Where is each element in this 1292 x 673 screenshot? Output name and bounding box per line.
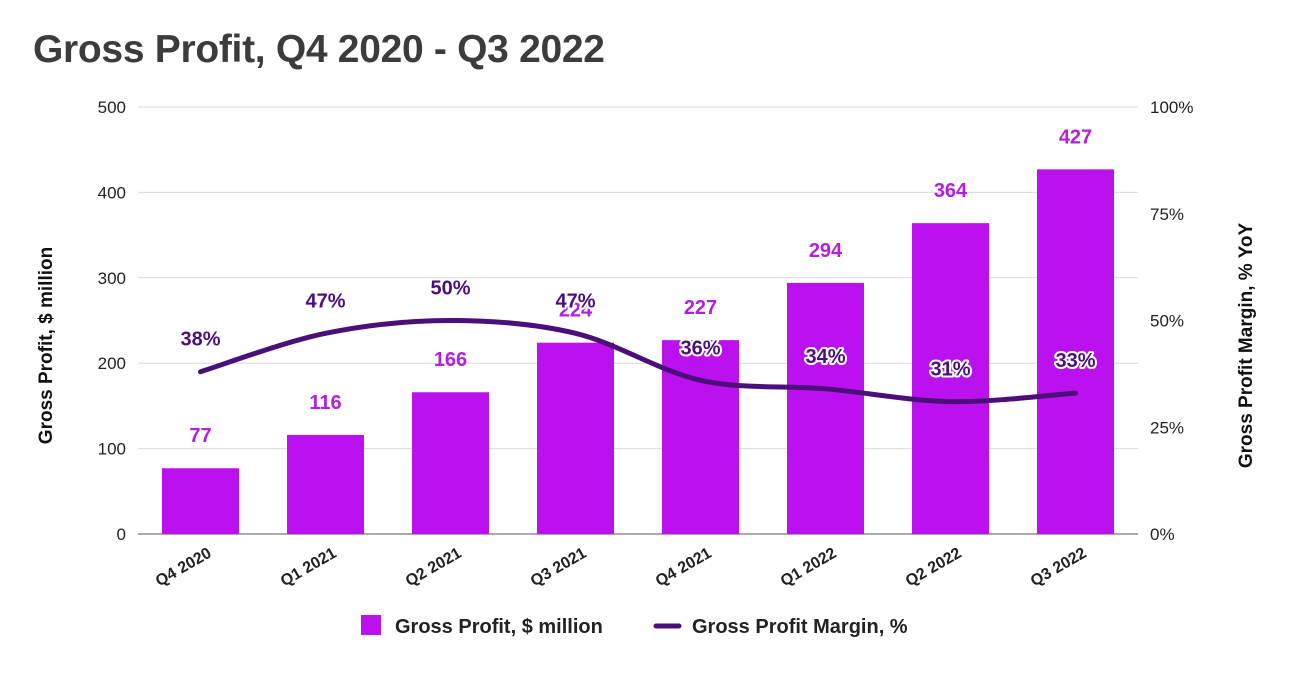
bar-value-label: 166 bbox=[434, 349, 467, 371]
bar-value-label: 224 bbox=[559, 300, 593, 322]
y-axis-title: Gross Profit, $ million bbox=[36, 247, 57, 444]
bar bbox=[287, 434, 364, 534]
data-labels: 77 116 166 224 227 294 364 427 38% 47% 50% 47% 36% 34… bbox=[178, 126, 1097, 447]
line-value-label: 36% bbox=[680, 337, 720, 359]
bar bbox=[787, 282, 864, 534]
legend-label-bar: Gross Profit, $ million bbox=[395, 616, 603, 638]
legend: Gross Profit, $ million Gross Profit Marg… bbox=[361, 615, 908, 638]
x-tick-label: Q3 2021 bbox=[528, 545, 590, 590]
y2-tick-label: 75% bbox=[1150, 205, 1184, 224]
line-value-label: 33% bbox=[1055, 350, 1095, 372]
x-tick-label: Q4 2021 bbox=[653, 545, 715, 590]
y-tick-label: 500 bbox=[98, 98, 126, 117]
y2-tick-label: 100% bbox=[1150, 98, 1193, 117]
line-value-label: 47% bbox=[305, 290, 345, 312]
y2-tick-label: 0% bbox=[1150, 525, 1175, 544]
x-tick-label: Q2 2022 bbox=[903, 545, 965, 590]
bar bbox=[662, 340, 739, 534]
chart-title: Gross Profit, Q4 2020 - Q3 2022 bbox=[33, 28, 605, 71]
line-value-label: 31% bbox=[930, 359, 970, 381]
x-tick-label: Q4 2020 bbox=[153, 545, 215, 590]
bar-value-label: 427 bbox=[1059, 126, 1092, 148]
line-value-label: 34% bbox=[805, 346, 845, 368]
y2-tick-label: 25% bbox=[1150, 418, 1184, 437]
line-value-label: 38% bbox=[180, 329, 220, 351]
bars bbox=[162, 169, 1114, 535]
bar bbox=[537, 342, 614, 534]
y-tick-label: 100 bbox=[98, 440, 126, 459]
line-value-label: 50% bbox=[430, 278, 470, 300]
y-tick-label: 300 bbox=[98, 269, 126, 288]
y-tick-label: 400 bbox=[98, 183, 126, 202]
bar bbox=[912, 223, 989, 535]
bar-value-label: 364 bbox=[934, 180, 968, 202]
x-tick-label: Q3 2022 bbox=[1028, 545, 1090, 590]
x-tick-label: Q1 2021 bbox=[278, 545, 340, 590]
bar-value-label: 294 bbox=[809, 240, 843, 262]
margin-line-layer bbox=[198, 318, 1078, 405]
x-tick-label: Q2 2021 bbox=[403, 545, 465, 590]
bar-value-label: 227 bbox=[684, 297, 717, 319]
y-tick-label: 200 bbox=[98, 354, 126, 373]
legend-label-line: Gross Profit Margin, % bbox=[692, 616, 908, 638]
y-tick-label: 0 bbox=[117, 525, 126, 544]
x-tick-label: Q1 2022 bbox=[778, 545, 840, 590]
line-value-label: 47% bbox=[555, 290, 595, 312]
legend-swatch-bar bbox=[361, 615, 381, 635]
margin-line bbox=[198, 318, 1078, 405]
bar bbox=[162, 468, 239, 534]
y2-tick-label: 50% bbox=[1150, 312, 1184, 331]
bar bbox=[412, 392, 489, 534]
bar bbox=[1037, 169, 1114, 535]
y2-axis-title: Gross Profit Margin, % YoY bbox=[1236, 223, 1257, 469]
bar-value-label: 116 bbox=[309, 392, 341, 414]
bar-value-label: 77 bbox=[189, 425, 211, 447]
